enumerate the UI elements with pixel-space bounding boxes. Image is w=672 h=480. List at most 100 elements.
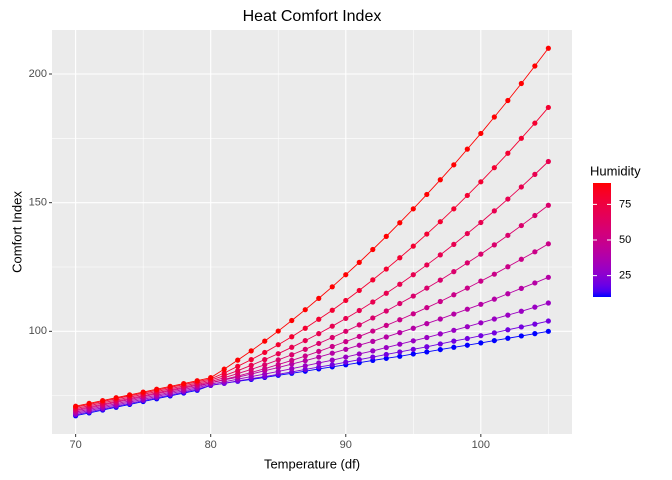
data-point [518, 222, 524, 229]
data-point [410, 351, 416, 357]
data-point [356, 357, 362, 363]
data-point [437, 346, 443, 353]
data-point [532, 63, 538, 69]
data-point [383, 290, 389, 296]
data-point [491, 208, 497, 214]
data-point [545, 300, 551, 306]
data-point [329, 323, 335, 329]
data-point [505, 291, 511, 297]
data-point [397, 330, 403, 336]
data-point [370, 299, 376, 305]
data-point [343, 328, 349, 334]
data-point [383, 233, 389, 239]
data-point [478, 340, 484, 346]
data-point [410, 293, 416, 299]
data-point [410, 325, 416, 331]
data-point [437, 277, 443, 283]
data-point [343, 272, 349, 278]
data-point [478, 219, 484, 226]
chart-title: Heat Comfort Index [243, 8, 382, 25]
data-point [505, 335, 511, 341]
data-point [491, 165, 497, 171]
data-point [262, 362, 268, 368]
data-point [545, 45, 551, 51]
data-point [316, 354, 322, 360]
data-point [343, 359, 349, 365]
data-point [289, 361, 295, 367]
data-point [491, 330, 497, 336]
data-point [370, 315, 376, 321]
data-point [491, 114, 497, 120]
data-point [464, 342, 470, 348]
data-point [329, 357, 335, 363]
data-point [424, 349, 430, 355]
data-point [451, 162, 457, 168]
data-point [437, 331, 443, 337]
data-point [343, 354, 349, 360]
y-tick-label: 100 [29, 325, 47, 337]
data-point [329, 343, 335, 350]
data-point [505, 327, 511, 333]
data-point [302, 363, 308, 369]
colorbar-tick-label: 75 [619, 198, 631, 210]
data-point [397, 281, 403, 287]
data-point [356, 342, 362, 348]
data-point [464, 324, 470, 330]
data-point [478, 301, 484, 307]
data-point [491, 242, 497, 248]
data-point [410, 243, 416, 249]
x-tick-label: 70 [70, 439, 82, 451]
data-point [316, 360, 322, 366]
data-point [478, 251, 484, 257]
data-point [451, 344, 457, 350]
data-point [451, 269, 457, 275]
data-point [518, 184, 524, 190]
data-point [478, 130, 484, 137]
y-axis-label: Comfort Index [9, 191, 24, 273]
data-point [491, 271, 497, 277]
data-point [302, 325, 308, 331]
data-point [316, 340, 322, 347]
data-point [329, 284, 335, 290]
data-point [302, 358, 308, 364]
data-point [424, 321, 430, 327]
data-point [545, 241, 551, 247]
data-point [235, 363, 241, 369]
data-point [343, 297, 349, 304]
data-point [302, 307, 308, 313]
data-point [329, 350, 335, 356]
data-point [532, 249, 538, 255]
data-point [154, 386, 160, 392]
data-point [86, 400, 92, 406]
data-point [505, 97, 511, 104]
data-point [302, 353, 308, 359]
data-point [532, 120, 538, 126]
colorbar-title: Humidity [590, 163, 641, 178]
data-point [424, 285, 430, 291]
data-point [464, 230, 470, 237]
data-point [545, 158, 551, 165]
data-point [410, 206, 416, 212]
data-point [518, 324, 524, 330]
data-point [464, 285, 470, 291]
data-point [370, 246, 376, 253]
data-point [289, 352, 295, 358]
data-point [451, 311, 457, 317]
data-point [383, 355, 389, 361]
y-tick-label: 200 [29, 68, 47, 80]
data-point [289, 366, 295, 372]
data-point [235, 357, 241, 363]
data-point [545, 104, 551, 111]
data-point [545, 318, 551, 324]
data-point [370, 277, 376, 283]
data-point [221, 370, 227, 376]
data-point [464, 192, 470, 199]
data-point [113, 395, 119, 401]
data-point [316, 295, 322, 301]
data-point [532, 331, 538, 337]
data-point [302, 346, 308, 352]
data-point [478, 320, 484, 326]
x-tick-label: 80 [205, 439, 217, 451]
data-point [532, 280, 538, 286]
